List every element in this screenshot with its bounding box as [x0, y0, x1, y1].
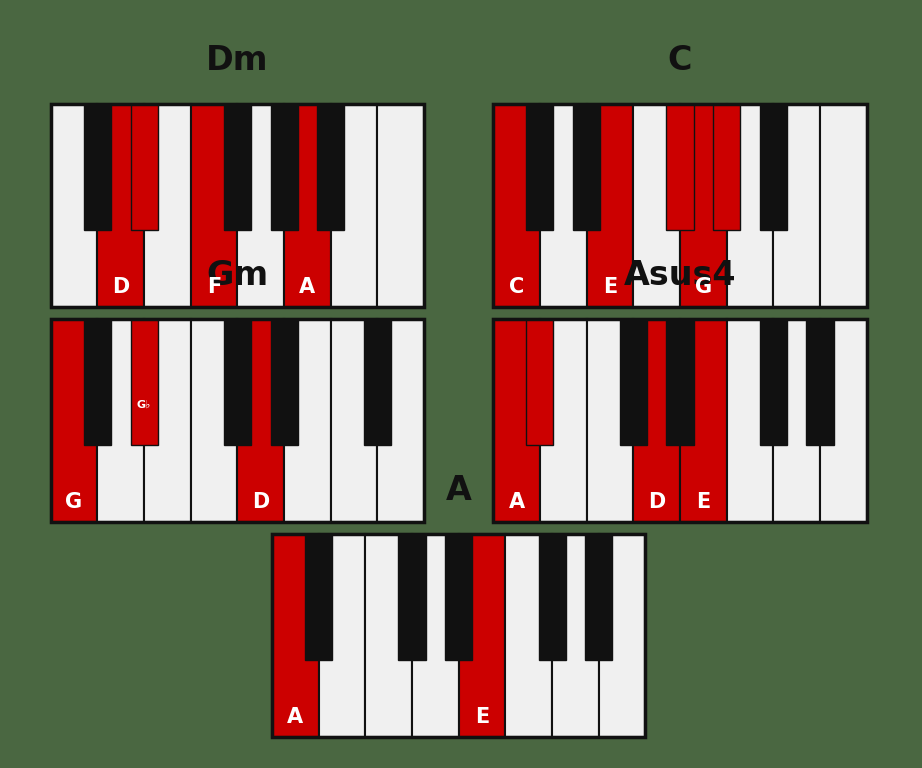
Bar: [51, 319, 424, 522]
Bar: [820, 104, 867, 307]
Bar: [493, 104, 540, 307]
Text: D: D: [112, 276, 129, 297]
Bar: [807, 319, 833, 445]
Bar: [774, 319, 820, 522]
Bar: [377, 104, 424, 307]
Bar: [84, 104, 111, 230]
Bar: [331, 104, 377, 307]
Bar: [51, 104, 98, 307]
Text: E: E: [696, 492, 711, 512]
Bar: [493, 104, 867, 307]
Text: D: D: [648, 492, 666, 512]
Bar: [598, 534, 645, 737]
Bar: [284, 319, 331, 522]
Bar: [505, 534, 552, 737]
Text: Dm: Dm: [207, 44, 268, 77]
Bar: [319, 534, 365, 737]
Bar: [727, 319, 774, 522]
Bar: [526, 104, 553, 230]
Text: A: A: [509, 492, 525, 512]
Bar: [272, 534, 319, 737]
Bar: [238, 104, 284, 307]
Text: E: E: [475, 707, 490, 727]
Bar: [667, 104, 693, 230]
Bar: [398, 534, 426, 660]
Text: G♭: G♭: [136, 399, 151, 409]
Bar: [365, 534, 412, 737]
Bar: [317, 104, 344, 230]
Bar: [131, 104, 158, 230]
Bar: [84, 319, 111, 445]
Text: A: A: [288, 707, 303, 727]
Bar: [98, 104, 144, 307]
Bar: [191, 319, 238, 522]
Bar: [552, 534, 598, 737]
Bar: [586, 319, 633, 522]
Bar: [144, 319, 191, 522]
Bar: [224, 319, 251, 445]
Text: Gm: Gm: [207, 259, 268, 292]
Text: C: C: [668, 44, 692, 77]
Bar: [585, 534, 612, 660]
Bar: [51, 319, 98, 522]
Bar: [633, 104, 680, 307]
Bar: [667, 319, 693, 445]
Bar: [270, 319, 298, 445]
Bar: [284, 104, 331, 307]
Bar: [144, 104, 191, 307]
Bar: [377, 319, 424, 522]
Text: F: F: [207, 276, 221, 297]
Text: G: G: [695, 276, 712, 297]
Bar: [270, 104, 298, 230]
Bar: [727, 104, 774, 307]
Bar: [526, 319, 553, 445]
Text: A: A: [300, 276, 315, 297]
Bar: [458, 534, 505, 737]
Bar: [224, 104, 251, 230]
Bar: [760, 319, 786, 445]
Bar: [98, 319, 144, 522]
Bar: [713, 104, 740, 230]
Bar: [620, 319, 647, 445]
Bar: [305, 534, 332, 660]
Bar: [538, 534, 565, 660]
Text: C: C: [509, 276, 525, 297]
Bar: [573, 104, 600, 230]
Bar: [680, 319, 727, 522]
Bar: [774, 104, 820, 307]
Bar: [364, 319, 391, 445]
Bar: [633, 319, 680, 522]
Bar: [445, 534, 472, 660]
Bar: [540, 319, 586, 522]
Bar: [493, 319, 867, 522]
Bar: [586, 104, 633, 307]
Bar: [131, 319, 158, 445]
Bar: [191, 104, 238, 307]
Bar: [412, 534, 459, 737]
Text: E: E: [603, 276, 617, 297]
Text: A: A: [445, 474, 472, 507]
Bar: [540, 104, 586, 307]
Text: Asus4: Asus4: [623, 259, 737, 292]
Bar: [238, 319, 284, 522]
Bar: [331, 319, 377, 522]
Bar: [51, 104, 424, 307]
Bar: [680, 104, 727, 307]
Text: D: D: [252, 492, 269, 512]
Bar: [760, 104, 786, 230]
Text: G: G: [65, 492, 83, 512]
Bar: [272, 534, 645, 737]
Bar: [493, 319, 540, 522]
Bar: [820, 319, 867, 522]
